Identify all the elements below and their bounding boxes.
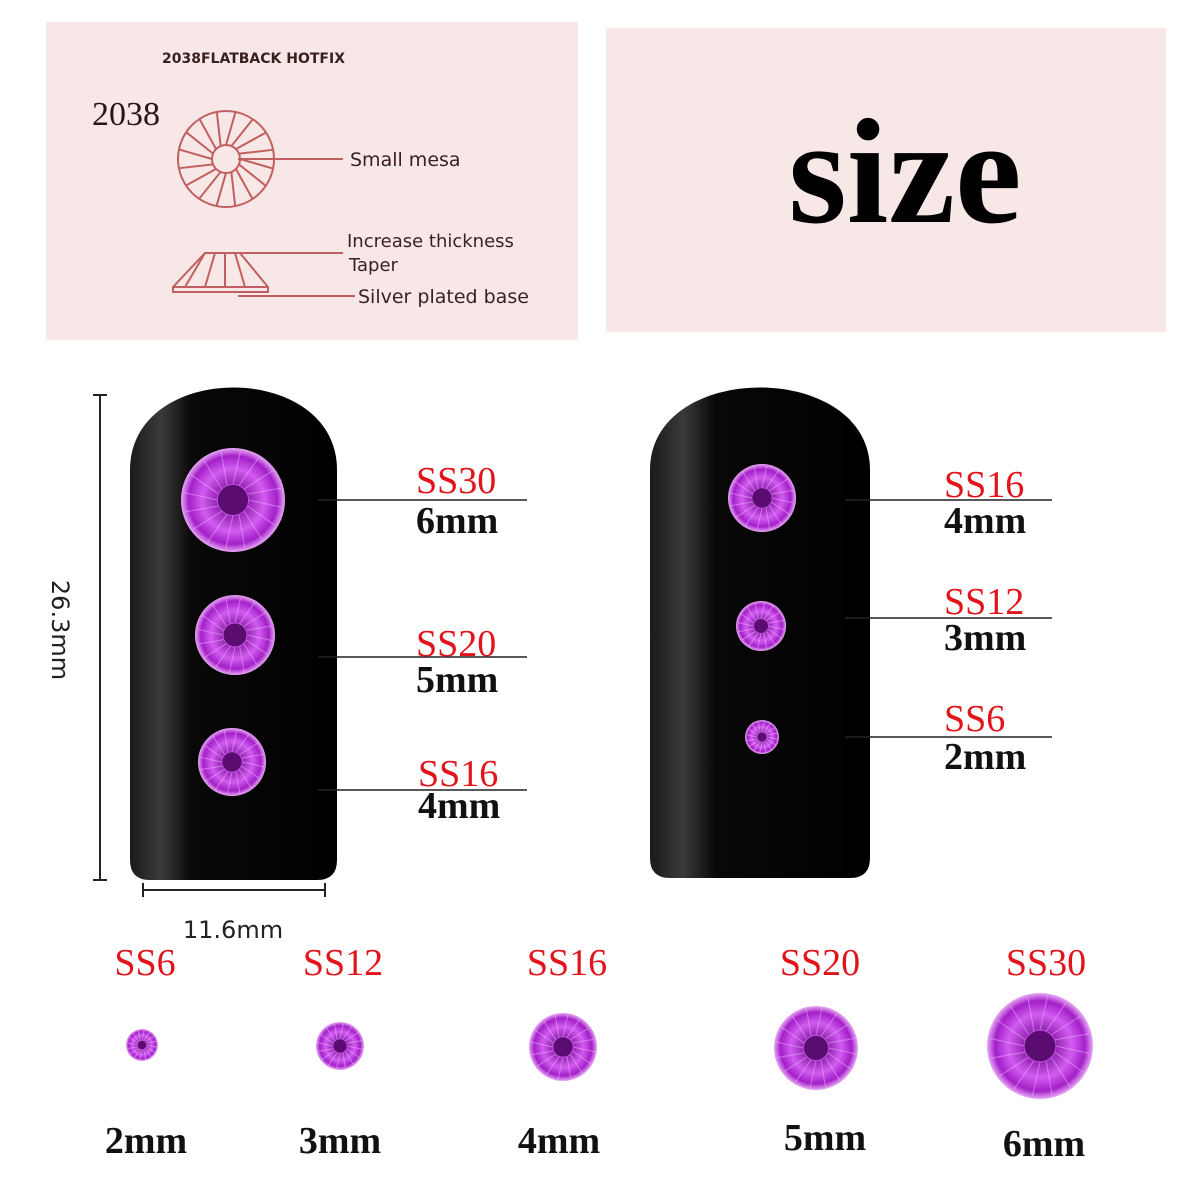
- rhinestone-icon: [745, 720, 779, 754]
- size-row-gems: [126, 993, 1093, 1099]
- nail-left-size-2: 5mm: [416, 659, 498, 701]
- row-size-3: 4mm: [518, 1120, 600, 1162]
- nail-right-size-1: 4mm: [944, 500, 1026, 542]
- rhinestone-icon: [774, 1006, 858, 1090]
- row-code-3: SS16: [527, 942, 607, 984]
- nail-right-size-2: 3mm: [944, 617, 1026, 659]
- model-number: 2038: [92, 96, 160, 133]
- label-silver-plated-base: Silver plated base: [358, 286, 529, 308]
- rhinestone-icon: [736, 601, 786, 651]
- headline-panel: size: [606, 28, 1166, 332]
- row-code-2: SS12: [303, 942, 383, 984]
- height-label: 26.3mm: [46, 580, 74, 680]
- diagram-panel: 2038FLATBACK HOTFIX 2038 Small mesa Incr…: [46, 22, 578, 340]
- rhinestone-icon: [987, 993, 1093, 1099]
- label-small-mesa: Small mesa: [350, 149, 461, 171]
- nail-right-code-1: SS16: [944, 464, 1024, 506]
- nail-left-code-2: SS20: [416, 623, 496, 665]
- row-size-5: 6mm: [1003, 1123, 1085, 1165]
- rhinestone-icon: [728, 464, 796, 532]
- row-code-5: SS30: [1006, 942, 1086, 984]
- rhinestone-icon: [181, 448, 285, 552]
- nail-right-gems: [728, 464, 1052, 754]
- row-size-2: 3mm: [299, 1120, 381, 1162]
- row-size-1: 2mm: [105, 1120, 187, 1162]
- rhinestone-icon: [126, 1029, 158, 1061]
- top-view-icon: [177, 110, 275, 208]
- nail-left-code-3: SS16: [418, 753, 498, 795]
- rhinestone-icon: [316, 1022, 364, 1070]
- width-label: 11.6mm: [183, 916, 283, 944]
- diagram-title: 2038FLATBACK HOTFIX: [162, 51, 345, 67]
- nail-right-size-3: 2mm: [944, 736, 1026, 778]
- row-code-4: SS20: [780, 942, 860, 984]
- headline: size: [788, 89, 1021, 255]
- width-dimension: [142, 883, 326, 897]
- rhinestone-icon: [198, 728, 266, 796]
- nail-right-code-2: SS12: [944, 581, 1024, 623]
- rhinestone-icon: [195, 595, 275, 675]
- nail-right-code-3: SS6: [944, 698, 1005, 740]
- nail-left-gems: [181, 448, 527, 796]
- label-taper: Taper: [348, 255, 399, 276]
- rhinestone-icon: [529, 1013, 597, 1081]
- height-dimension: [93, 394, 107, 881]
- nail-left-size-3: 4mm: [418, 785, 500, 827]
- label-increase-thickness: Increase thickness: [347, 231, 514, 252]
- nail-left-size-1: 6mm: [416, 500, 498, 542]
- nail-left-code-1: SS30: [416, 460, 496, 502]
- row-code-1: SS6: [114, 942, 175, 984]
- row-size-4: 5mm: [784, 1117, 866, 1159]
